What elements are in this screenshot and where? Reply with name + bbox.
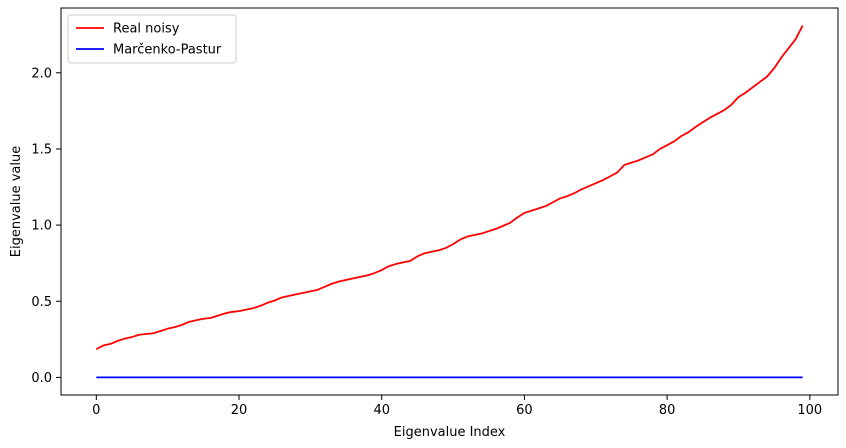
- y-tick-label: 1.0: [31, 219, 52, 234]
- x-tick-label: 100: [797, 403, 822, 418]
- x-tick-label: 40: [373, 403, 390, 418]
- y-tick-label: 1.5: [31, 142, 52, 157]
- x-tick-label: 0: [92, 403, 100, 418]
- x-tick-label: 80: [659, 403, 676, 418]
- x-axis-ticks: 0 20 40 60 80 100: [92, 395, 822, 418]
- legend-box: [67, 14, 237, 64]
- x-axis-label: Eigenvalue Index: [394, 425, 506, 440]
- plot-frame: [60, 7, 839, 396]
- y-tick-label: 0.0: [31, 371, 52, 386]
- legend: Real noisy Marčenko-Pastur: [67, 14, 237, 64]
- legend-label-marchenko-pastur: Marčenko-Pastur: [113, 43, 222, 58]
- series-line-real-noisy: [95, 25, 804, 351]
- series-layer: [95, 25, 804, 379]
- y-axis-label: Eigenvalue value: [9, 146, 24, 257]
- x-tick-label: 20: [231, 403, 248, 418]
- x-tick-label: 60: [516, 403, 533, 418]
- y-tick-label: 0.5: [31, 295, 52, 310]
- y-axis-ticks: 0.0 0.5 1.0 1.5 2.0: [31, 66, 61, 386]
- legend-label-real-noisy: Real noisy: [113, 22, 180, 37]
- y-tick-label: 2.0: [31, 66, 52, 81]
